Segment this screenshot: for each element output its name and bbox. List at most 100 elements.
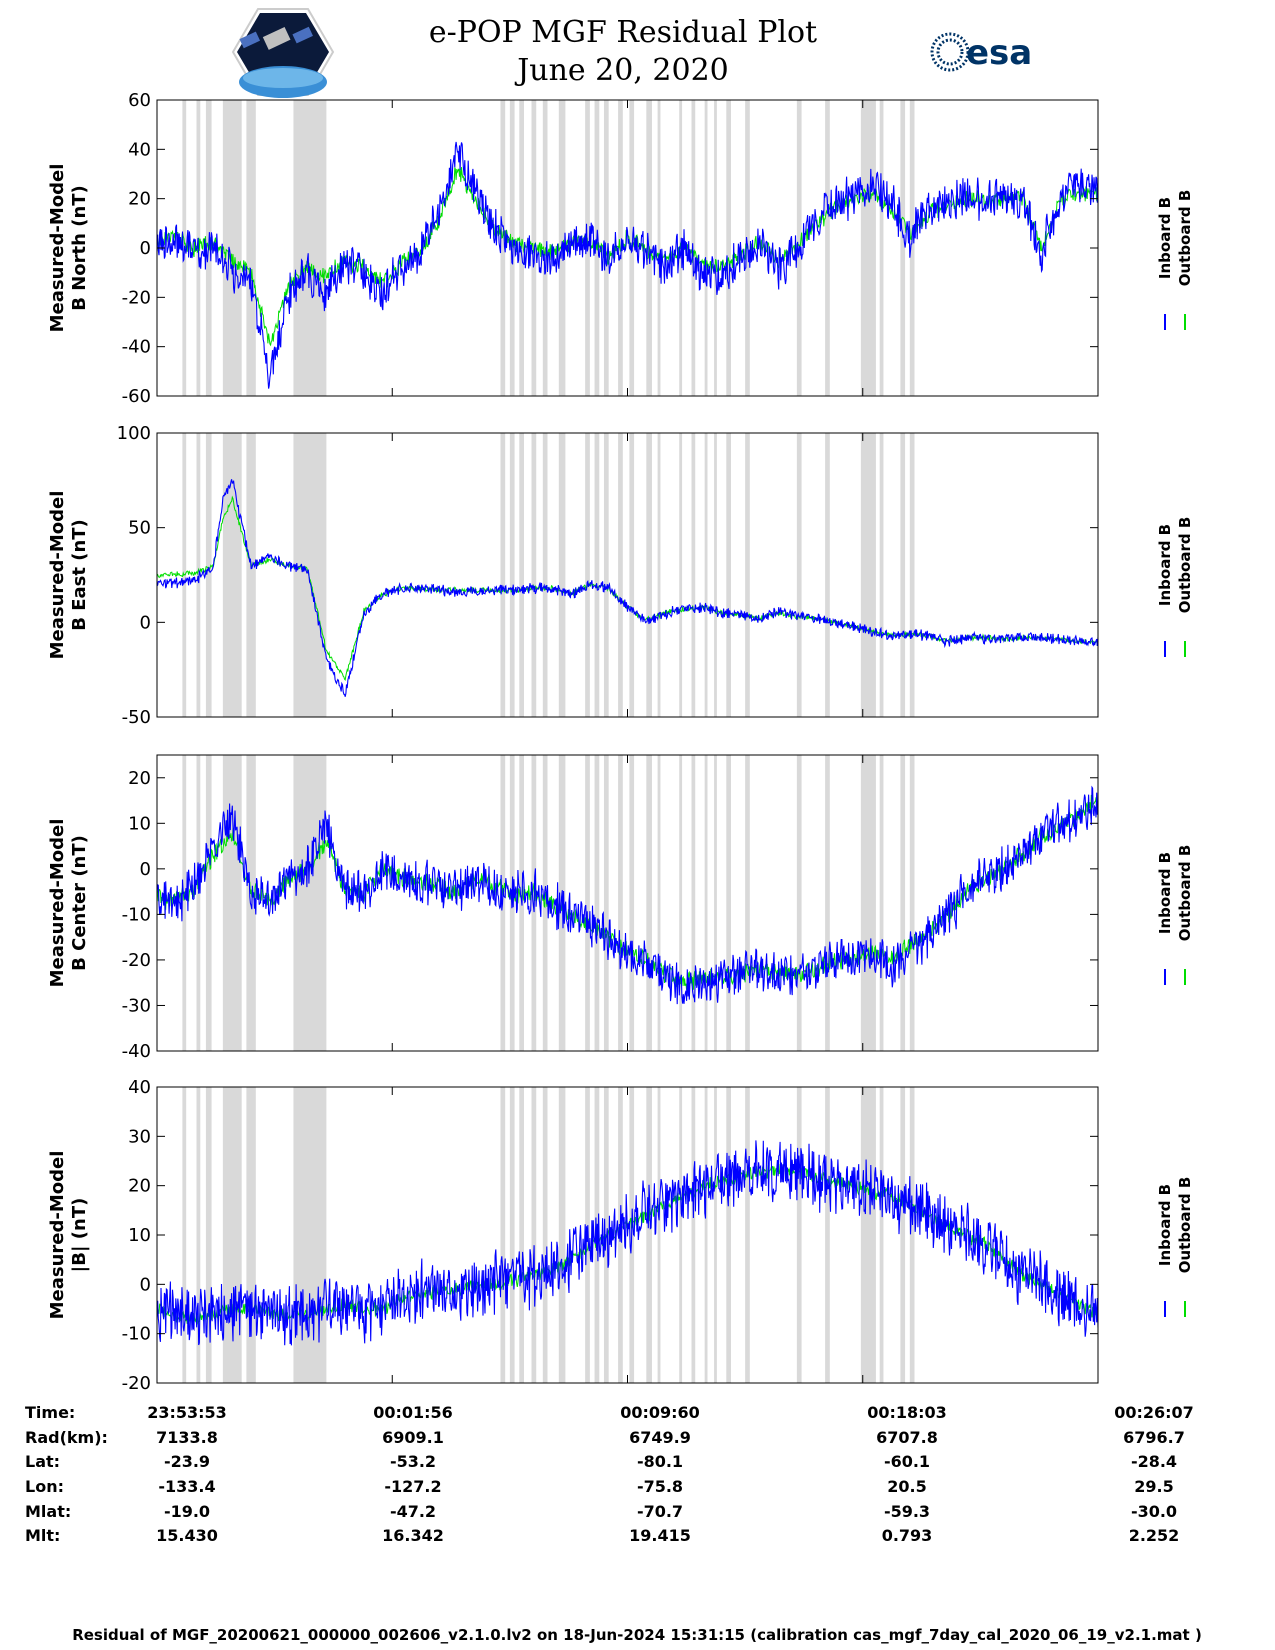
shaded-interval — [745, 1087, 750, 1383]
shaded-interval — [196, 433, 201, 717]
y-axis-label: Measured-ModelB North (nT) — [47, 164, 90, 333]
shaded-interval — [509, 100, 515, 396]
info-cell: -30.0 — [1131, 1502, 1177, 1521]
legend-label-outboard: Outboard B — [1176, 517, 1194, 614]
info-cell: -19.0 — [164, 1502, 210, 1521]
shaded-interval — [500, 100, 506, 396]
shaded-interval — [585, 755, 590, 1051]
info-cell: -59.3 — [884, 1502, 930, 1521]
series-inboard-line — [157, 479, 1098, 697]
panel-3: -40 -30 -20 -10 0 10 20 Measured-ModelB Center … — [47, 754, 1194, 1062]
shaded-interval — [293, 1087, 327, 1383]
shaded-interval — [594, 433, 600, 717]
shaded-interval — [519, 1087, 524, 1383]
shaded-interval — [657, 100, 661, 396]
y-tick-label: 20 — [128, 768, 151, 789]
shaded-interval — [879, 433, 884, 717]
shaded-interval — [629, 755, 635, 1051]
x-tick-label-time: 00:01:56 — [373, 1403, 453, 1422]
shaded-interval — [704, 433, 708, 717]
chart-title: e-POP MGF Residual Plot — [429, 15, 817, 50]
chart-subtitle-date: June 20, 2020 — [514, 53, 729, 88]
shaded-interval — [222, 1087, 242, 1383]
shaded-interval — [519, 433, 524, 717]
shaded-interval — [691, 755, 696, 1051]
shaded-interval — [646, 1087, 652, 1383]
shaded-interval — [246, 755, 256, 1051]
shaded-interval — [909, 100, 915, 396]
shaded-interval — [909, 755, 915, 1051]
panel-4: -20 -10 0 10 20 30 40 Measured-Model|B| (nT) Inb… — [47, 1077, 1194, 1394]
shaded-interval — [500, 1087, 506, 1383]
esa-logo-text: esa — [966, 33, 1032, 73]
info-cell: 29.5 — [1134, 1477, 1173, 1496]
y-tick-label: -10 — [122, 904, 151, 925]
y-tick-label: -20 — [122, 1373, 151, 1394]
info-row-label: Rad(km): — [25, 1428, 108, 1447]
y-tick-label: 0 — [140, 238, 151, 259]
y-axis-label-line1: Measured-Model — [47, 491, 68, 660]
shaded-interval — [196, 755, 201, 1051]
shaded-interval — [585, 433, 590, 717]
shaded-interval — [726, 755, 732, 1051]
shaded-interval — [825, 100, 830, 396]
legend-label-outboard: Outboard B — [1176, 845, 1194, 942]
shaded-interval — [726, 1087, 732, 1383]
y-axis-label-line2: B Center (nT) — [69, 835, 90, 971]
info-cell: -47.2 — [390, 1502, 436, 1521]
shaded-interval — [657, 755, 661, 1051]
shaded-interval — [745, 755, 750, 1051]
info-cell: 20.5 — [887, 1477, 926, 1496]
info-cell: 6909.1 — [382, 1428, 444, 1447]
shaded-interval — [542, 433, 548, 717]
panel-2: -50 0 50 100 Measured-ModelB East (nT) Inboar… — [47, 423, 1194, 728]
shaded-interval — [860, 755, 876, 1051]
shaded-interval — [879, 100, 884, 396]
y-axis-label: Measured-ModelB East (nT) — [47, 491, 90, 660]
info-row-label: Mlt: — [25, 1526, 60, 1545]
shaded-interval — [246, 1087, 256, 1383]
shaded-interval — [558, 1087, 566, 1383]
shaded-interval — [509, 1087, 515, 1383]
y-tick-label: -20 — [122, 950, 151, 971]
shaded-interval — [726, 433, 732, 717]
info-cell: 6749.9 — [629, 1428, 691, 1447]
shaded-interval — [825, 1087, 830, 1383]
x-tick-label-time: 23:53:53 — [147, 1403, 227, 1422]
panel-1: -60 -40 -20 0 20 40 60 Measured-ModelB North (n… — [47, 90, 1194, 407]
shaded-interval — [679, 755, 683, 1051]
shaded-interval — [629, 433, 635, 717]
series-inboard-line — [157, 1140, 1098, 1346]
info-cell: -28.4 — [1131, 1452, 1177, 1471]
shaded-interval — [246, 433, 256, 717]
info-cell: 16.342 — [382, 1526, 444, 1545]
x-tick-label-time: 00:09:60 — [620, 1403, 700, 1422]
info-cell: 19.415 — [629, 1526, 691, 1545]
shaded-interval — [714, 755, 717, 1051]
esa-logo: esa — [930, 32, 1032, 73]
y-tick-label: -30 — [122, 995, 151, 1016]
shaded-interval — [657, 433, 661, 717]
y-tick-label: 20 — [128, 1176, 151, 1197]
y-axis-label-line1: Measured-Model — [47, 1151, 68, 1320]
y-tick-label: 100 — [117, 423, 151, 444]
y-tick-label: 50 — [128, 518, 151, 539]
y-tick-label: -60 — [122, 386, 151, 407]
y-tick-label: 60 — [128, 90, 151, 111]
shaded-interval — [531, 100, 537, 396]
info-row-label: Time: — [25, 1403, 75, 1422]
shaded-interval — [825, 433, 830, 717]
info-row-label: Lat: — [25, 1452, 60, 1471]
legend: Inboard B Outboard B — [1156, 845, 1194, 985]
x-tick-label-time: 00:18:03 — [867, 1403, 947, 1422]
shaded-interval — [222, 755, 242, 1051]
header: e-POP MGF Residual Plot June 20, 2020 es… — [231, 8, 1032, 98]
shaded-interval — [900, 100, 906, 396]
info-cell: 15.430 — [156, 1526, 218, 1545]
shaded-interval — [542, 1087, 548, 1383]
shaded-interval — [182, 755, 187, 1051]
y-axis-label-line1: Measured-Model — [47, 164, 68, 333]
shaded-interval — [603, 100, 609, 396]
shaded-interval — [796, 1087, 802, 1383]
